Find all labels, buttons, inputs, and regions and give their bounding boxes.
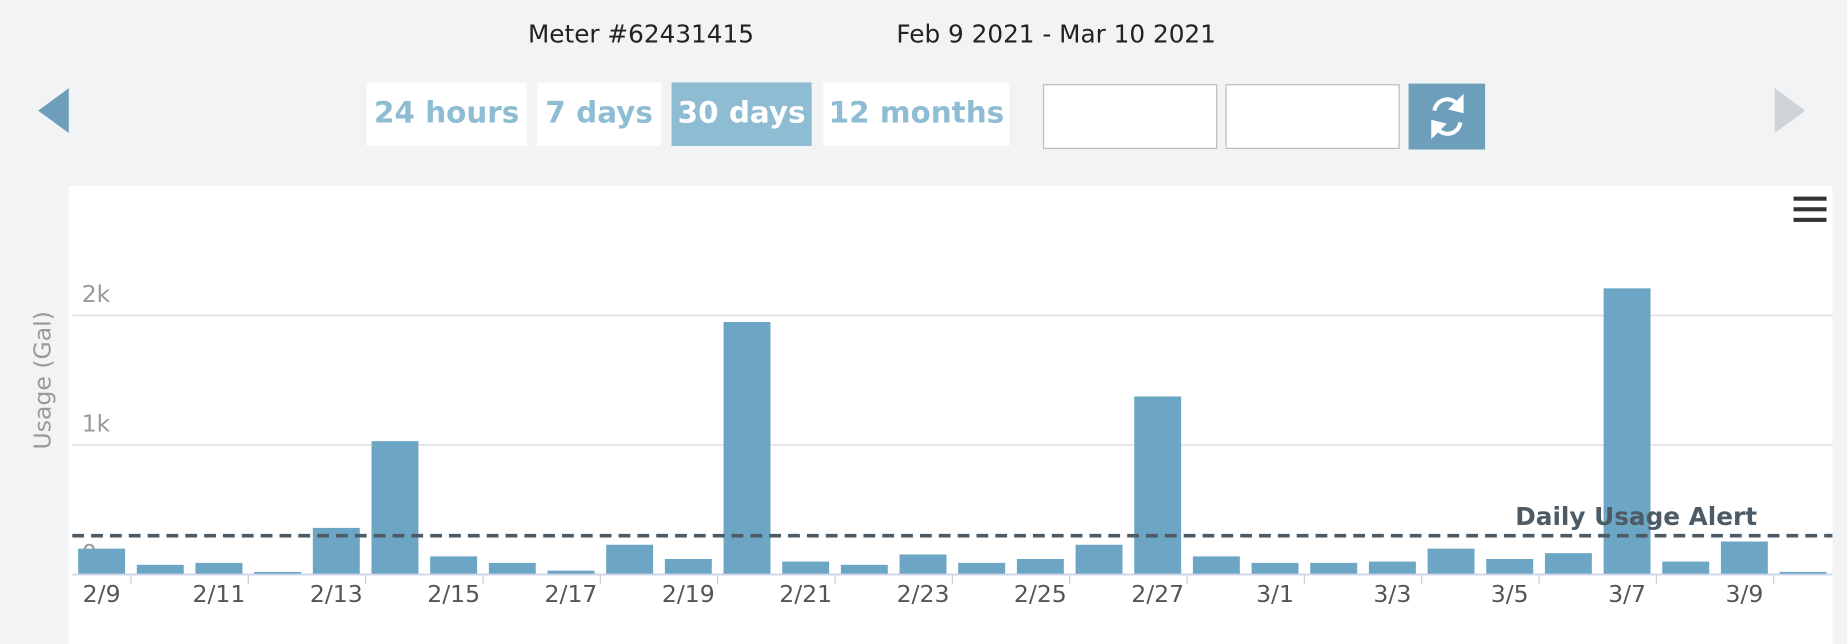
bar [430,556,478,575]
start-date-input[interactable] [1042,84,1218,149]
next-arrow[interactable] [1774,88,1806,134]
y-tick-label: 1k [82,410,111,438]
bar [1662,561,1710,575]
range-button[interactable] [537,82,661,146]
x-tick-label: 3/1 [1256,580,1294,608]
bar [1192,556,1240,575]
bar [1720,541,1768,575]
menu-icon[interactable] [1793,196,1827,222]
x-tick-label: 2/25 [1014,580,1067,608]
y-axis-label: Usage (Gal) [29,311,57,449]
bar [1427,548,1475,575]
x-tick-label: 2/15 [427,580,480,608]
x-tick-label: 2/17 [545,580,598,608]
bar [782,561,830,575]
bar [1544,553,1592,575]
refresh-button[interactable] [1408,83,1486,150]
bar [1603,288,1651,575]
bar [1779,571,1827,575]
bar [899,554,947,575]
bar [723,322,771,575]
bar [958,562,1006,575]
date-range: Feb 9 2021 - Mar 10 2021 [896,19,1215,48]
chart-panel [68,186,1833,644]
bar [195,562,243,575]
bar [1486,558,1534,575]
refresh-icon [1431,93,1464,140]
end-date-input[interactable] [1225,84,1400,149]
x-tick-label: 2/23 [897,580,950,608]
x-tick-label: 2/27 [1131,580,1184,608]
x-tick-label: 2/21 [779,580,832,608]
bar [1134,396,1182,575]
alert-label: Daily Usage Alert [1515,502,1757,531]
range-button-label: 12 months [829,96,1005,130]
bar [1075,544,1123,575]
x-tick-label: 3/3 [1373,580,1411,608]
x-tick-label: 3/9 [1725,580,1763,608]
bar [547,570,595,575]
range-button-label: 30 days [678,96,806,130]
range-button-label: 7 days [545,96,652,130]
x-tick-label: 2/19 [662,580,715,608]
bar [78,548,126,575]
x-tick-label: 2/11 [193,580,246,608]
range-button[interactable] [366,82,527,146]
bar [1016,558,1064,575]
prev-arrow[interactable] [38,88,69,134]
bar [840,564,888,575]
x-tick-label: 3/5 [1491,580,1529,608]
x-tick-label: 2/13 [310,580,363,608]
bar [664,558,712,575]
meter-id: Meter #62431415 [528,19,754,48]
range-button-label: 24 hours [374,96,519,130]
bar [606,544,654,575]
bar [488,562,536,575]
y-tick-label: 2k [82,280,111,308]
bar [254,571,302,575]
bar [1368,561,1416,575]
x-tick-label: 3/7 [1608,580,1646,608]
bar [1251,562,1299,575]
bar [1310,562,1358,575]
bar [371,441,419,575]
range-button[interactable] [823,82,1010,146]
x-tick-label: 2/9 [83,580,121,608]
bar [136,564,184,575]
range-button[interactable] [671,82,812,146]
